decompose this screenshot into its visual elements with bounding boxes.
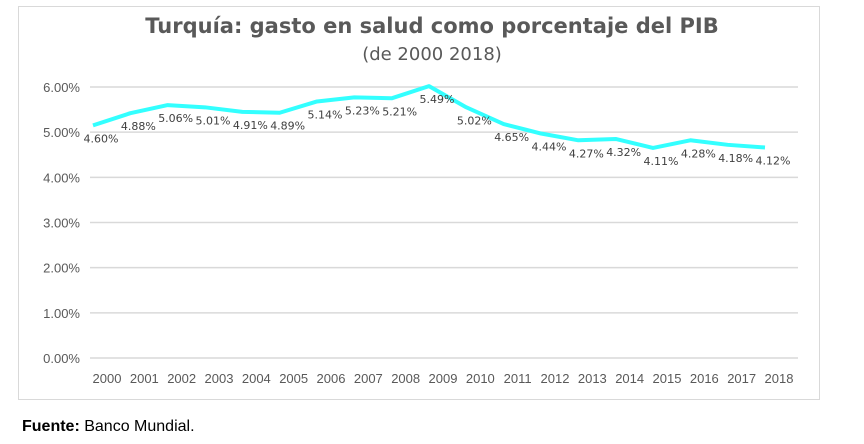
data-label: 5.14% (308, 108, 343, 121)
y-tick-label: 2.00% (43, 261, 80, 276)
data-label: 5.02% (457, 114, 492, 127)
source-text: Banco Mundial. (79, 418, 195, 435)
x-tick-label: 2014 (615, 371, 644, 386)
data-label: 4.12% (756, 155, 791, 168)
x-tick-label: 2006 (317, 371, 346, 386)
data-label: 4.44% (532, 141, 567, 154)
x-tick-label: 2002 (167, 371, 196, 386)
x-tick-label: 2013 (578, 371, 607, 386)
x-tick-label: 2017 (727, 371, 756, 386)
y-tick-label: 6.00% (43, 80, 80, 95)
x-tick-label: 2012 (541, 371, 570, 386)
x-tick-label: 2010 (466, 371, 495, 386)
data-label: 5.23% (345, 104, 380, 117)
x-tick-label: 2015 (653, 371, 682, 386)
y-tick-label: 3.00% (43, 216, 80, 231)
series-line (92, 84, 766, 150)
data-label: 4.60% (84, 132, 119, 145)
data-label: 4.18% (718, 152, 753, 165)
chart-title: Turquía: gasto en salud como porcentaje … (145, 14, 719, 38)
x-tick-label: 2007 (354, 371, 383, 386)
data-label: 5.01% (196, 114, 231, 127)
data-label: 4.11% (644, 155, 679, 168)
x-tick-label: 2018 (765, 371, 794, 386)
data-label: 4.28% (681, 147, 716, 160)
data-label: 5.49% (420, 93, 455, 106)
data-label: 4.27% (569, 147, 604, 160)
x-tick-label: 2009 (429, 371, 458, 386)
x-tick-label: 2003 (205, 371, 234, 386)
data-label: 4.89% (270, 120, 305, 133)
y-tick-label: 4.00% (43, 170, 80, 185)
data-label: 4.88% (121, 120, 156, 133)
x-tick-label: 2011 (504, 371, 532, 386)
chart-frame (18, 6, 820, 400)
chart-subtitle: (de 2000 2018) (362, 44, 502, 65)
y-tick-label: 5.00% (43, 125, 80, 140)
source-label: Fuente: (22, 418, 80, 435)
x-tick-label: 2004 (242, 371, 271, 386)
y-tick-label: 0.00% (43, 351, 80, 366)
x-tick-label: 2016 (690, 371, 719, 386)
x-tick-label: 2005 (279, 371, 308, 386)
x-tick-label: 2001 (130, 371, 159, 386)
data-label: 5.06% (158, 112, 193, 125)
data-label: 4.32% (606, 146, 641, 159)
data-label: 5.21% (382, 105, 417, 118)
data-label: 4.91% (233, 119, 268, 132)
x-tick-label: 2008 (391, 371, 420, 386)
source-note: Fuente: Banco Mundial. (22, 418, 195, 436)
y-tick-label: 1.00% (43, 306, 80, 321)
data-label: 4.65% (494, 131, 529, 144)
x-tick-label: 2000 (93, 371, 122, 386)
